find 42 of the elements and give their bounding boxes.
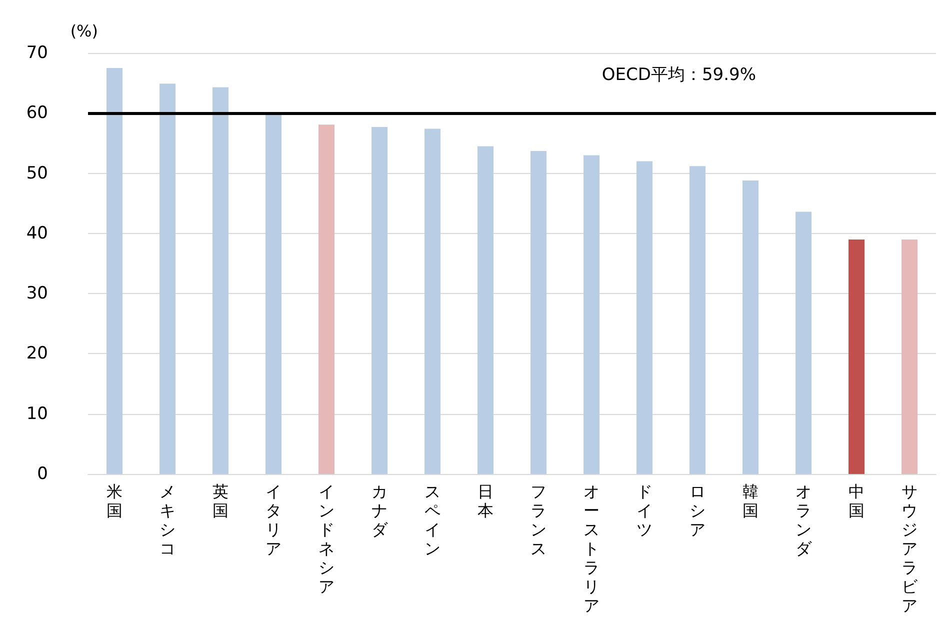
y-axis-title: (%) <box>70 22 98 40</box>
bar <box>902 239 918 474</box>
x-tick-label: オーストラリア <box>584 482 600 615</box>
bar <box>318 124 334 474</box>
x-tick-label: サウジアラビア <box>902 482 918 615</box>
x-tick-label: 英国 <box>212 482 228 520</box>
bar <box>212 87 228 474</box>
y-tick-label: 70 <box>26 43 48 63</box>
bar <box>636 161 652 474</box>
bar <box>478 146 494 474</box>
y-tick-label: 40 <box>26 223 48 244</box>
y-tick-label: 0 <box>37 464 48 484</box>
y-tick-label: 50 <box>26 163 48 184</box>
x-tick-label: 韓国 <box>742 482 758 520</box>
bar <box>584 155 600 474</box>
y-tick-label: 30 <box>26 284 48 304</box>
bar <box>160 84 176 474</box>
x-tick-label: インドネシア <box>318 482 334 596</box>
ref-line-label: OECD平均：59.9% <box>602 65 756 86</box>
y-tick-label: 60 <box>26 103 48 124</box>
bar <box>106 68 122 474</box>
x-tick-label: ドイツ <box>636 482 652 539</box>
x-tick-label: 日本 <box>478 482 494 520</box>
y-tick-label: 10 <box>26 404 48 424</box>
x-tick-label: メキシコ <box>160 482 176 558</box>
x-tick-label: カナダ <box>372 482 388 539</box>
bar <box>530 151 546 474</box>
x-tick-label: スペイン <box>424 482 440 558</box>
bar <box>848 239 864 474</box>
x-tick-label: ロシア <box>690 482 706 539</box>
bar <box>266 113 282 474</box>
x-tick-label: フランス <box>530 482 546 558</box>
x-tick-label: 米国 <box>106 482 122 520</box>
x-tick-label: オランダ <box>796 482 812 558</box>
bar <box>690 166 706 474</box>
bar <box>742 180 758 474</box>
bar <box>424 128 440 474</box>
bar <box>796 212 812 474</box>
x-tick-label: イタリア <box>266 482 282 558</box>
x-tick-label: 中国 <box>848 482 864 520</box>
bar <box>372 126 388 474</box>
y-tick-label: 20 <box>26 344 48 364</box>
